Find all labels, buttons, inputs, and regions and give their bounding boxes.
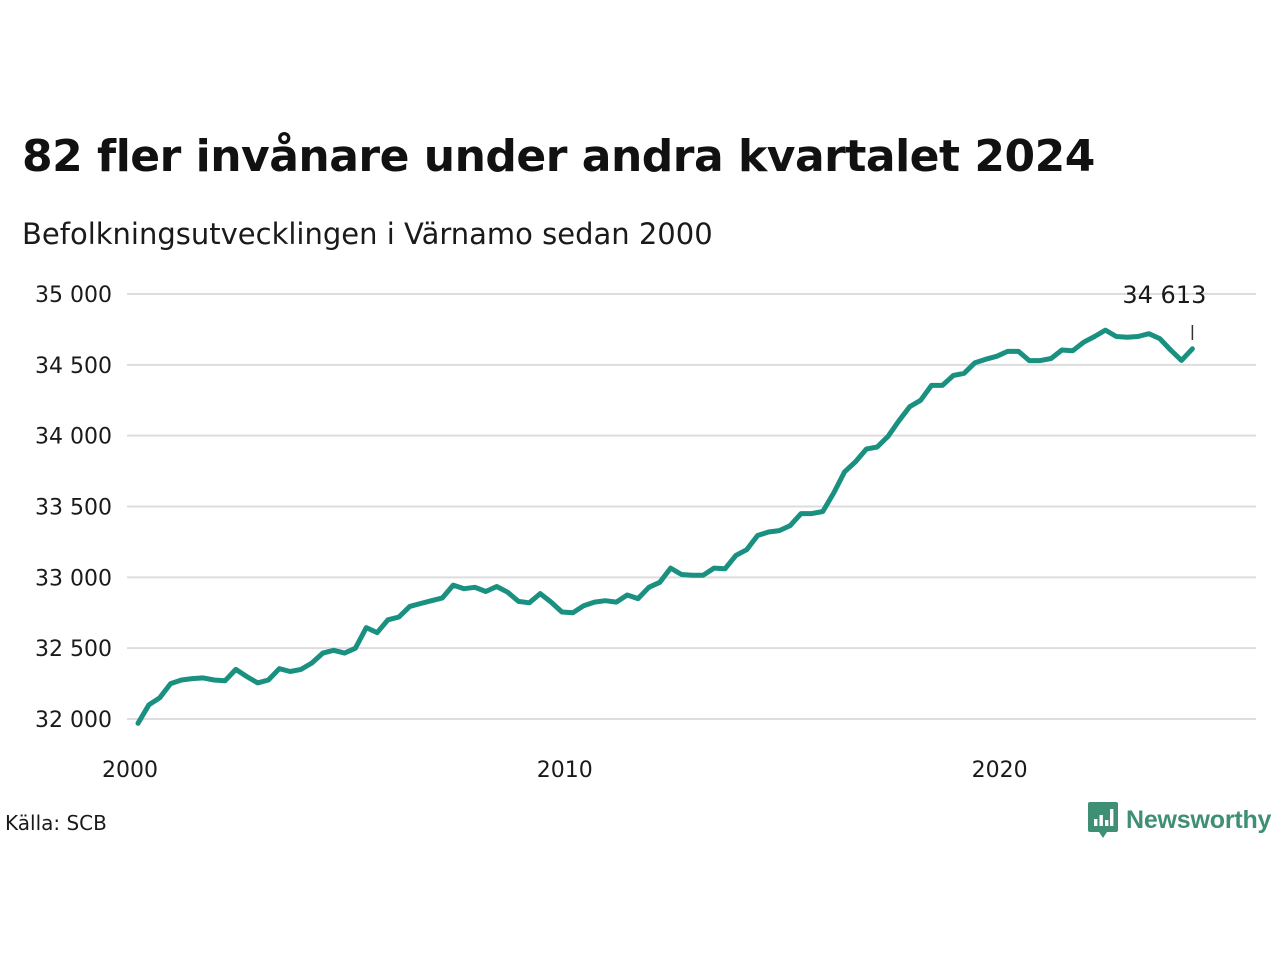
- y-tick-label: 32 500: [35, 637, 112, 662]
- y-tick-label: 33 500: [35, 496, 112, 521]
- end-value-label: 34 613: [1122, 281, 1206, 309]
- y-tick-label: 33 000: [35, 566, 112, 591]
- gridlines: [127, 293, 1256, 720]
- brand-logo[interactable]: Newsworthy: [1088, 802, 1271, 838]
- y-tick-label: 34 500: [35, 354, 112, 379]
- chart-subtitle: Befolkningsutvecklingen i Värnamo sedan …: [22, 217, 713, 251]
- x-tick-label: 2010: [537, 758, 593, 783]
- x-axis-tick-labels: 2000 2010 2020: [102, 758, 1028, 783]
- y-axis-tick-labels: 32 000 32 500 33 000 33 500 34 000 34 500 35 0…: [35, 283, 112, 733]
- end-annotation: 34 613: [1122, 281, 1206, 340]
- y-tick-label: 32 000: [35, 708, 112, 733]
- y-tick-label: 34 000: [35, 425, 112, 450]
- x-tick-label: 2000: [102, 758, 158, 783]
- brand-name: Newsworthy: [1126, 805, 1272, 834]
- source-note: Källa: SCB: [5, 811, 107, 835]
- newsworthy-logo-icon: [1088, 802, 1118, 838]
- series-line: [135, 327, 1195, 726]
- chart-title: 82 fler invånare under andra kvartalet 2…: [22, 131, 1095, 182]
- x-tick-label: 2020: [972, 758, 1028, 783]
- series-layer: [135, 327, 1195, 726]
- y-tick-label: 35 000: [35, 283, 112, 308]
